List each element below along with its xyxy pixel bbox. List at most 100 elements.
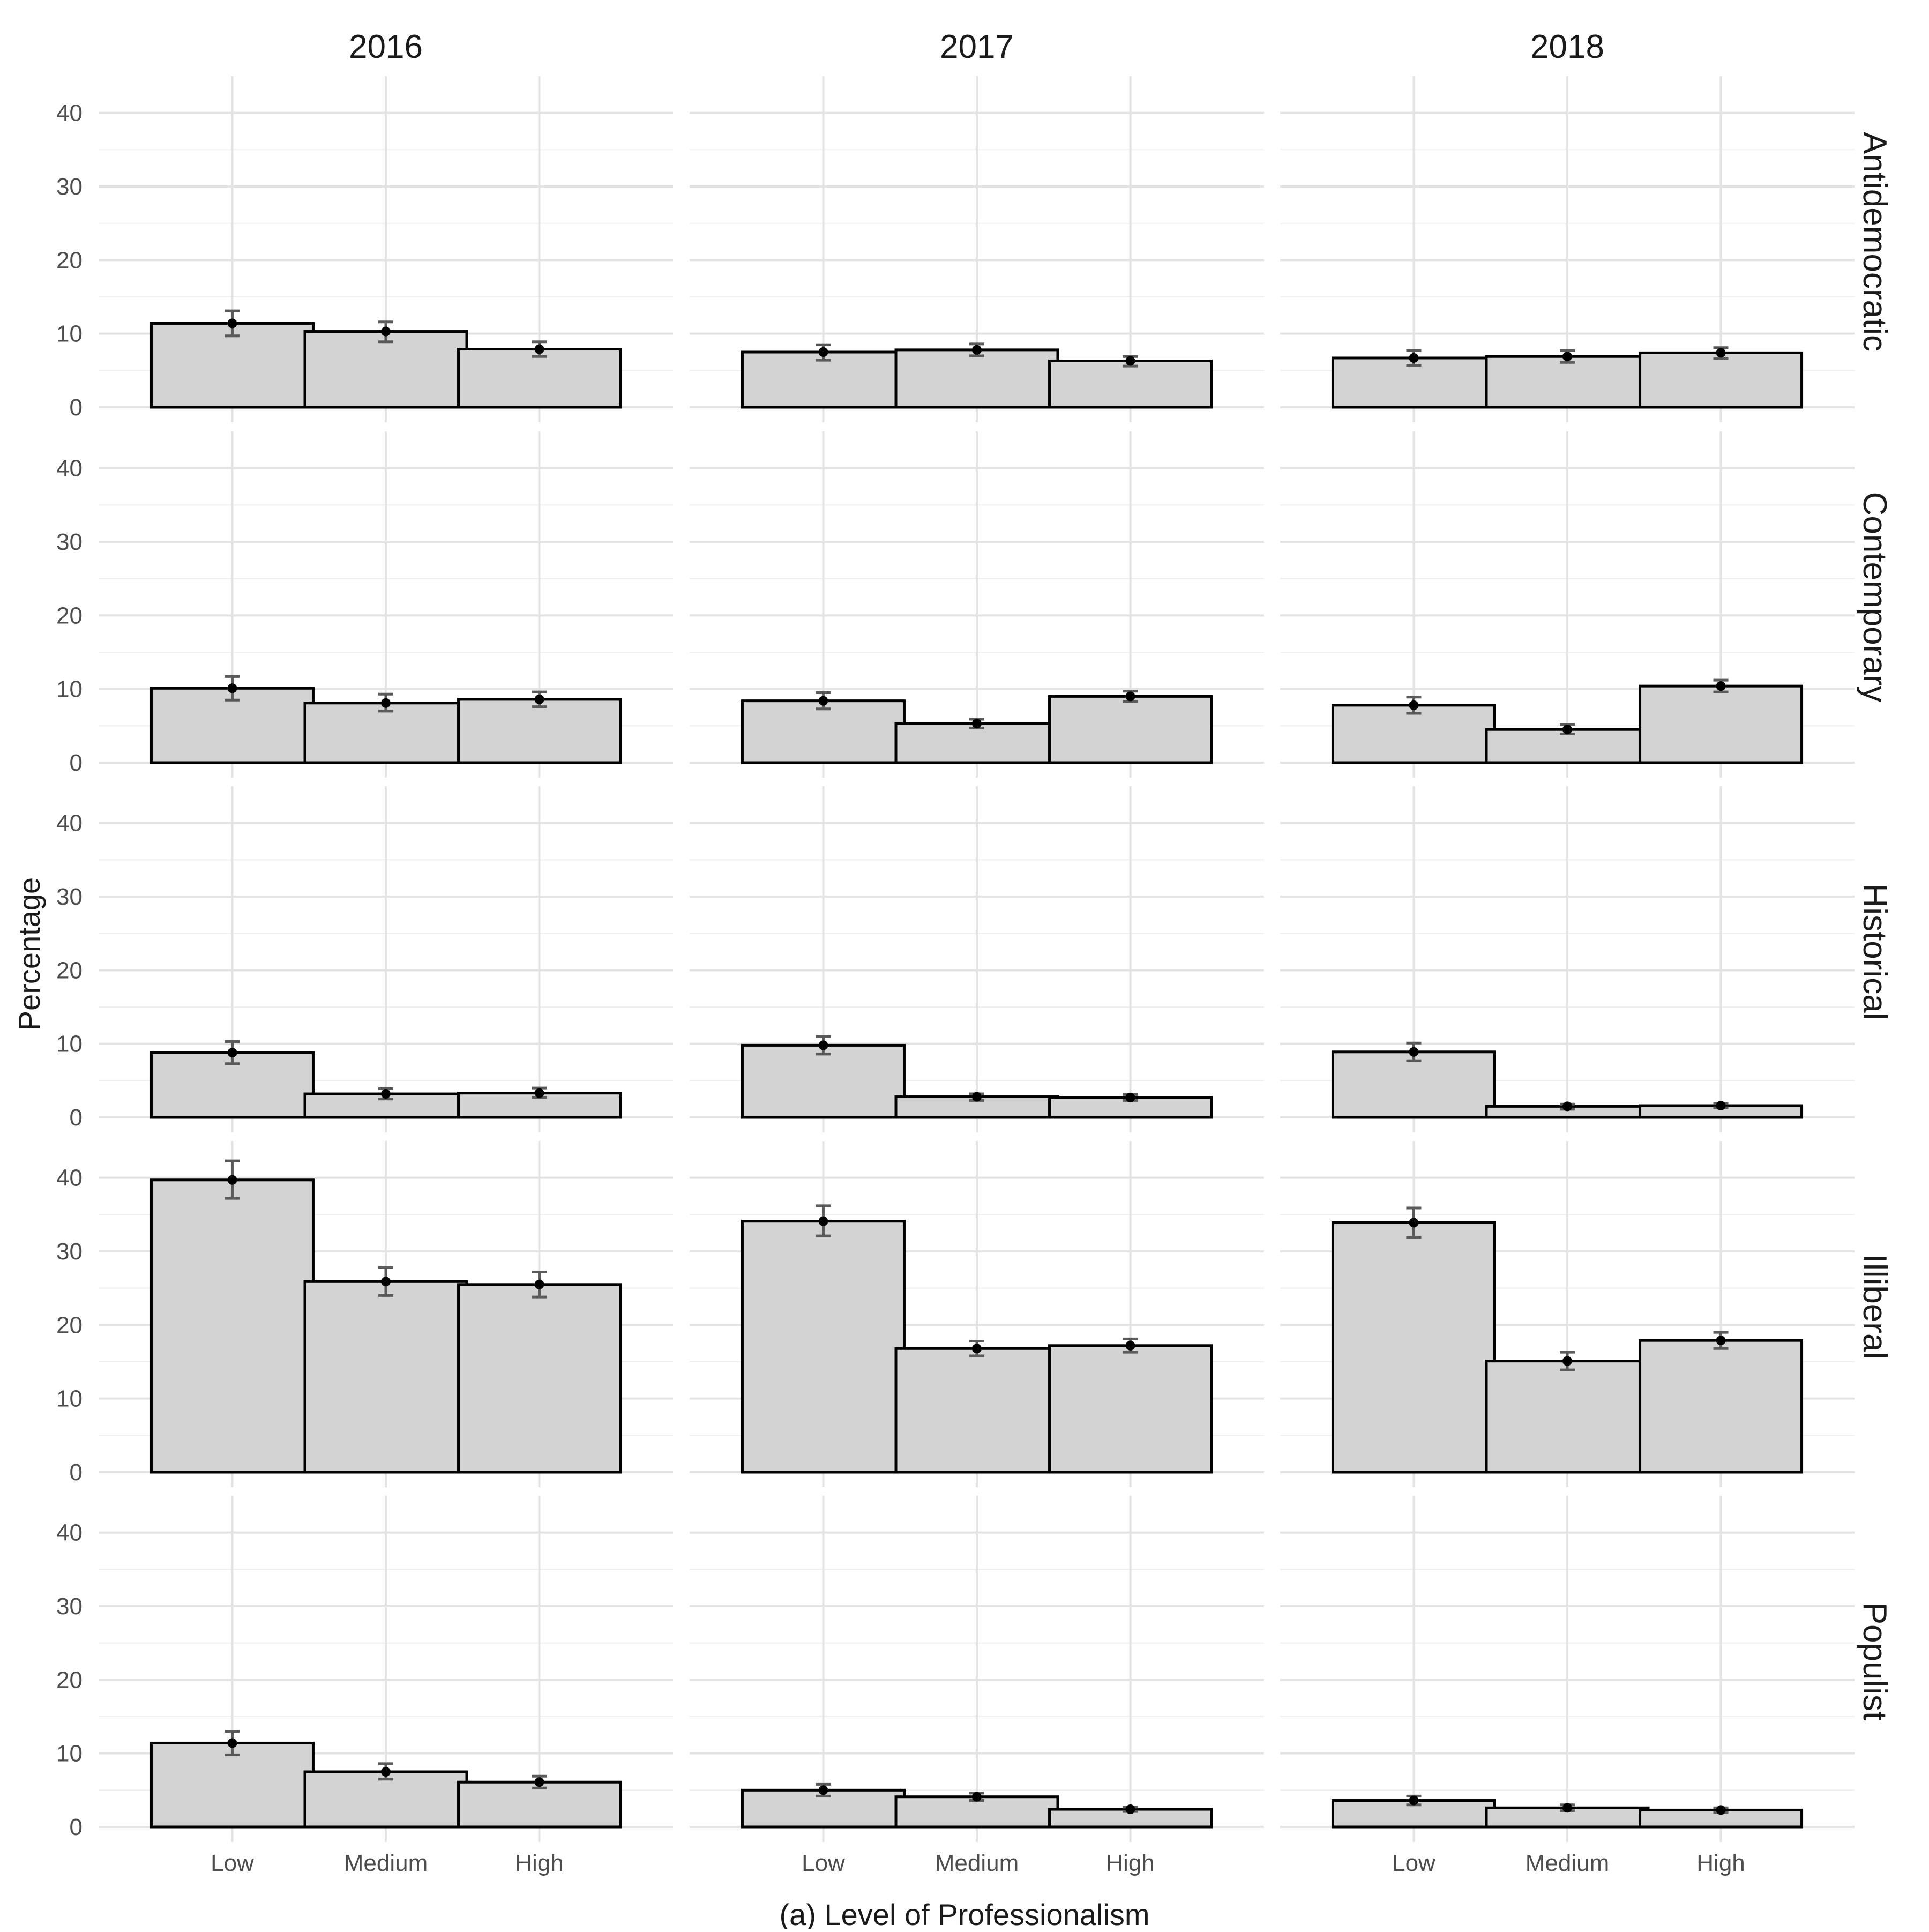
bar-populist-2017-low-point <box>818 1785 828 1795</box>
y-tick-label: 40 <box>56 810 83 837</box>
bar-antidemocratic-2018-medium-point <box>1562 352 1572 362</box>
facet-column-label: 2018 <box>1530 28 1604 65</box>
bar-illiberal-2018-low-point <box>1409 1218 1419 1228</box>
y-tick-label: 10 <box>56 676 83 703</box>
facet-row-label: Historical <box>1856 884 1893 1020</box>
x-tick-label: High <box>515 1850 564 1876</box>
facet-column-label: 2016 <box>349 28 423 65</box>
y-tick-label: 0 <box>70 394 83 421</box>
bar-contemporary-2016-low-point <box>227 683 237 693</box>
bar-populist-2016-high <box>457 1780 622 1829</box>
y-tick-label: 30 <box>56 529 83 555</box>
y-axis-title: Percentage <box>12 877 46 1031</box>
y-tick-label: 20 <box>56 1667 83 1693</box>
bar-contemporary-2018-low <box>1331 704 1496 764</box>
bar-contemporary-2018-high <box>1639 684 1804 764</box>
bar-populist-2017-medium-point <box>972 1792 982 1802</box>
bar-historical-2018-low-point <box>1409 1047 1419 1057</box>
y-tick-label: 30 <box>56 174 83 200</box>
bar-contemporary-2017-high <box>1048 695 1213 764</box>
bar-historical-2017-high-point <box>1125 1092 1135 1102</box>
bar-historical-2018-high-point <box>1716 1101 1726 1111</box>
bar-historical-2017-medium-point <box>972 1092 982 1102</box>
bar-populist-2016-medium-point <box>381 1767 391 1777</box>
bar-populist-2017-high-point <box>1125 1804 1135 1815</box>
bar-illiberal-2017-high-point <box>1125 1340 1135 1351</box>
bar-illiberal-2016-low <box>149 1178 315 1474</box>
y-tick-label: 30 <box>56 1593 83 1620</box>
x-tick-label: Medium <box>1526 1850 1610 1876</box>
bar-populist-2016-high-point <box>534 1777 544 1787</box>
bar-illiberal-2016-low-point <box>227 1175 237 1185</box>
bar-populist-2016-medium <box>303 1770 468 1829</box>
bar-illiberal-2018-medium-point <box>1562 1356 1572 1366</box>
bar-historical-2017-low <box>741 1043 906 1119</box>
y-tick-label: 0 <box>70 1105 83 1131</box>
bar-illiberal-2017-high <box>1048 1344 1213 1474</box>
bar-populist-2018-medium-point <box>1562 1803 1572 1813</box>
bar-antidemocratic-2018-medium <box>1485 355 1650 409</box>
bar-illiberal-2018-high <box>1639 1339 1804 1474</box>
bar-antidemocratic-2017-medium <box>894 348 1059 409</box>
y-tick-label: 20 <box>56 247 83 273</box>
facet-row-label: Populist <box>1856 1602 1893 1721</box>
bar-antidemocratic-2016-high <box>457 348 622 409</box>
bar-populist-2016-low-point <box>227 1738 237 1748</box>
bar-populist-2018-high-point <box>1716 1805 1726 1815</box>
y-tick-label: 30 <box>56 1239 83 1265</box>
y-tick-label: 0 <box>70 750 83 776</box>
y-tick-label: 20 <box>56 957 83 983</box>
bar-contemporary-2018-high-point <box>1716 681 1726 691</box>
bar-contemporary-2018-medium-point <box>1562 725 1572 735</box>
y-tick-label: 40 <box>56 100 83 126</box>
bar-historical-2016-high-point <box>534 1088 544 1098</box>
y-tick-label: 40 <box>56 456 83 482</box>
x-tick-label: High <box>1696 1850 1745 1876</box>
bar-illiberal-2017-medium <box>894 1347 1059 1474</box>
y-tick-label: 0 <box>70 1459 83 1486</box>
bar-illiberal-2017-low <box>741 1220 906 1474</box>
y-tick-label: 10 <box>56 321 83 347</box>
y-tick-label: 40 <box>56 1165 83 1191</box>
bar-illiberal-2018-low <box>1331 1221 1496 1474</box>
y-tick-label: 20 <box>56 602 83 629</box>
bar-contemporary-2016-low <box>149 687 315 764</box>
x-tick-label: Medium <box>935 1850 1019 1876</box>
x-tick-label: Low <box>802 1850 845 1876</box>
bar-illiberal-2016-medium-point <box>381 1277 391 1287</box>
bar-contemporary-2016-high-point <box>534 694 544 704</box>
y-tick-label: 40 <box>56 1520 83 1546</box>
facet-column-label: 2017 <box>940 28 1014 65</box>
bar-illiberal-2018-medium <box>1485 1360 1650 1474</box>
bar-contemporary-2016-medium <box>303 702 468 764</box>
y-tick-label: 10 <box>56 1386 83 1412</box>
bar-illiberal-2016-high-point <box>534 1279 544 1289</box>
x-tick-label: Medium <box>344 1850 428 1876</box>
bar-contemporary-2017-high-point <box>1125 691 1135 702</box>
bar-contemporary-2017-medium <box>894 722 1059 764</box>
bar-antidemocratic-2016-low <box>149 322 315 409</box>
bar-antidemocratic-2018-high-point <box>1716 348 1726 358</box>
bar-antidemocratic-2017-high <box>1048 359 1213 409</box>
bar-historical-2017-low-point <box>818 1040 828 1050</box>
bar-antidemocratic-2017-low-point <box>818 347 828 357</box>
bar-antidemocratic-2016-high-point <box>534 344 544 354</box>
bar-historical-2016-medium-point <box>381 1089 391 1099</box>
bar-antidemocratic-2018-high <box>1639 351 1804 409</box>
bar-antidemocratic-2018-low-point <box>1409 353 1419 363</box>
bar-contemporary-2016-medium-point <box>381 698 391 708</box>
y-tick-label: 10 <box>56 1031 83 1057</box>
facet-row-label: Illiberal <box>1856 1254 1893 1359</box>
bar-populist-2018-low-point <box>1409 1795 1419 1806</box>
bar-illiberal-2016-medium <box>303 1280 468 1474</box>
bar-populist-2018-high <box>1639 1808 1804 1829</box>
bar-populist-2016-low <box>149 1741 315 1829</box>
bar-antidemocratic-2016-medium-point <box>381 326 391 337</box>
bar-historical-2018-medium-point <box>1562 1101 1572 1112</box>
x-tick-label: Low <box>1392 1850 1435 1876</box>
bar-antidemocratic-2017-high-point <box>1125 356 1135 366</box>
y-tick-label: 10 <box>56 1741 83 1767</box>
x-tick-label: Low <box>211 1850 254 1876</box>
